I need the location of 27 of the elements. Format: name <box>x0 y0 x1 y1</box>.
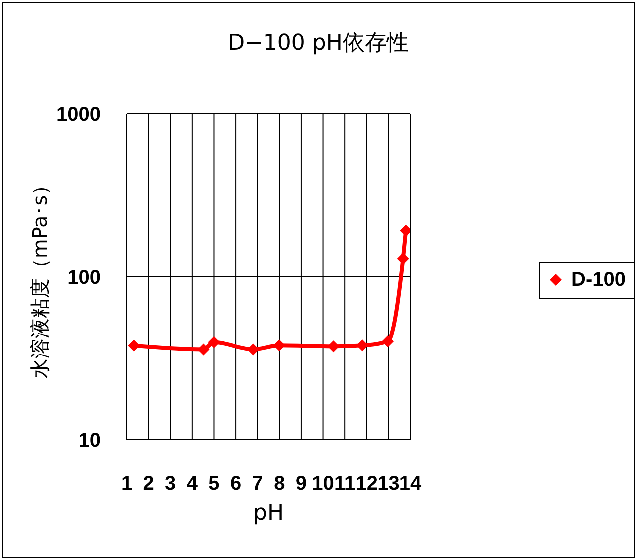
x-tick-label: 7 <box>252 473 264 496</box>
x-tick-label: 2 <box>143 473 154 496</box>
chart-title: D−100 pH依存性 <box>227 30 410 58</box>
x-tick-label: 9 <box>296 473 308 496</box>
x-tick-label: 5 <box>208 473 220 496</box>
x-tick-label: 14 <box>399 473 423 496</box>
x-tick-label: 4 <box>186 473 199 496</box>
y-tick-label: 1000 <box>56 104 101 126</box>
y-axis-title: 水溶液粘度（mPa･s） <box>28 175 52 379</box>
x-tick-label: 1 <box>121 473 133 496</box>
x-tick-label: 11 <box>334 473 356 496</box>
x-tick-label: 10 <box>312 473 334 496</box>
x-tick-label: 12 <box>356 473 378 496</box>
point <box>397 252 410 265</box>
x-tick-label: 8 <box>274 473 286 496</box>
point <box>400 224 411 237</box>
y-tick-label: 10 <box>78 430 101 452</box>
y-tick-label: 100 <box>68 267 101 290</box>
x-tick-label: 6 <box>230 473 242 496</box>
x-tick-label: 13 <box>378 473 400 496</box>
point <box>247 344 260 356</box>
x-tick-label: 3 <box>165 473 176 496</box>
legend-label: D-100 <box>572 268 626 292</box>
point <box>208 336 220 348</box>
point <box>128 340 140 352</box>
point <box>382 336 394 348</box>
x-axis-title: pH <box>254 501 284 526</box>
